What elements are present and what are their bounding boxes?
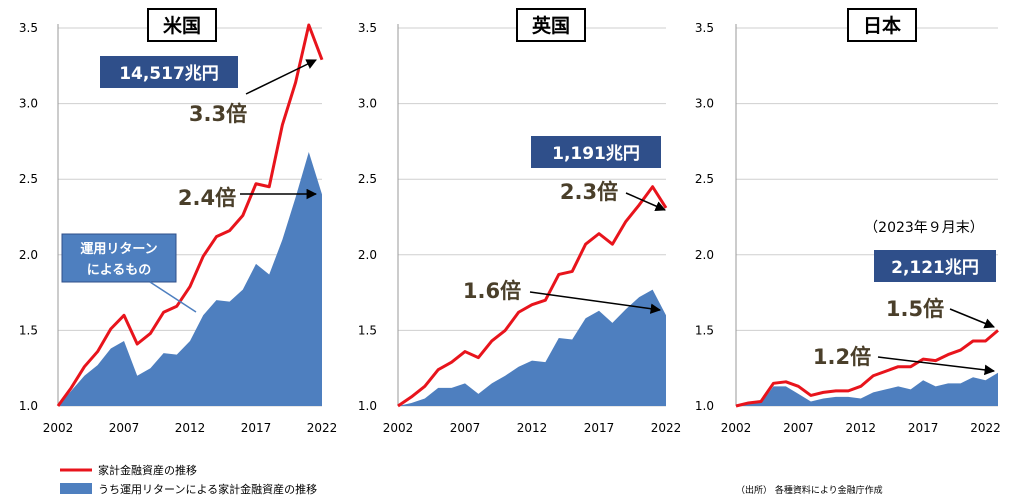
y-tick-label: 2.0 xyxy=(358,248,377,262)
y-axis-ticks: 1.0 1.5 2.0 2.5 3.0 3.5 xyxy=(358,21,377,413)
date-note: （2023年９月末） xyxy=(864,220,984,236)
panel-title-box xyxy=(147,8,217,42)
x-tick-label: 2022 xyxy=(307,421,338,435)
y-tick-label: 3.0 xyxy=(19,97,38,111)
callout-line-1: 運用リターン xyxy=(80,242,157,257)
y-tick-label: 3.5 xyxy=(358,21,377,35)
area-series-return xyxy=(736,372,998,406)
amount-box xyxy=(874,250,996,282)
y-tick-label: 1.0 xyxy=(695,399,714,413)
y-tick-label: 1.5 xyxy=(695,323,714,337)
y-axis-ticks: 1.0 1.5 2.0 2.5 3.0 3.5 xyxy=(695,21,714,413)
callout-box xyxy=(61,233,177,283)
panel-jp: 1.01.52.02.53.03.5 2002 2007 2012 2017 2022 … xyxy=(695,8,1001,435)
amount-box xyxy=(100,56,238,88)
y-tick-label: 2.5 xyxy=(695,172,714,186)
x-tick-label: 2002 xyxy=(43,421,74,435)
line-multiplier-label: 3.3倍 xyxy=(189,102,247,126)
callout-line-2: によるもの xyxy=(87,263,152,278)
y-tick-label: 1.0 xyxy=(19,399,38,413)
y-tick-label: 1.5 xyxy=(358,323,377,337)
x-tick-label: 2017 xyxy=(908,421,939,435)
source-note: （出所） 各種資料により金融庁作成 xyxy=(736,484,883,496)
area-series-return xyxy=(398,289,666,406)
x-tick-label: 2017 xyxy=(584,421,615,435)
x-tick-label: 2002 xyxy=(721,421,752,435)
x-tick-label: 2022 xyxy=(651,421,682,435)
area-series-return xyxy=(58,151,322,406)
x-tick-label: 2012 xyxy=(175,421,206,435)
x-tick-label: 2017 xyxy=(241,421,272,435)
legend: 家計金融資産の推移 うち運用リターンによる家計金融資産の推移 xyxy=(60,463,317,496)
area-multiplier-label: 1.6倍 xyxy=(463,279,521,303)
y-tick-label: 2.5 xyxy=(19,172,38,186)
panel-title: 米国 xyxy=(163,14,201,37)
x-tick-label: 2022 xyxy=(970,421,1001,435)
callout-pointer xyxy=(149,281,197,313)
arrow-line-multiplier xyxy=(625,192,666,212)
x-axis-ticks: 2002 2007 2012 2017 2022 xyxy=(721,421,1001,435)
amount-box xyxy=(531,136,661,168)
x-axis-ticks: 2002 2007 2012 2017 2022 xyxy=(383,421,682,435)
panel-title: 英国 xyxy=(532,14,570,37)
y-tick-label: 3.0 xyxy=(695,97,714,111)
line-series-assets xyxy=(397,185,668,408)
y-tick-label: 2.0 xyxy=(695,248,714,262)
y-tick-label: 3.5 xyxy=(695,21,714,35)
y-tick-label: 2.0 xyxy=(19,248,38,262)
panel-uk: 1.01.52.02.53.03.5 2002 2007 2012 2017 2022 … xyxy=(358,8,682,435)
area-multiplier-label: 2.4倍 xyxy=(178,186,236,210)
line-series-assets xyxy=(735,329,999,408)
arrow-line-multiplier xyxy=(245,59,317,95)
x-tick-label: 2007 xyxy=(783,421,814,435)
x-tick-label: 2012 xyxy=(845,421,876,435)
x-tick-label: 2012 xyxy=(517,421,548,435)
y-tick-label: 3.0 xyxy=(358,97,377,111)
legend-line-label: 家計金融資産の推移 xyxy=(98,463,197,477)
y-tick-label: 2.5 xyxy=(358,172,377,186)
amount-label: 2,121兆円 xyxy=(891,258,979,278)
amount-label: 1,191兆円 xyxy=(552,144,640,164)
y-tick-label: 3.5 xyxy=(19,21,38,35)
legend-area-label: うち運用リターンによる家計金融資産の推移 xyxy=(98,482,317,496)
arrow-area-multiplier xyxy=(529,291,662,314)
area-multiplier-label: 1.2倍 xyxy=(813,345,871,369)
x-axis-ticks: 2002 2007 2012 2017 2022 xyxy=(43,421,338,435)
legend-area-swatch xyxy=(60,483,92,494)
panel-us: 1.01.52.02.53.03.5 2002 2007 2012 2017 2022 … xyxy=(19,8,338,435)
x-tick-label: 2007 xyxy=(450,421,481,435)
panel-title: 日本 xyxy=(863,14,901,37)
y-tick-label: 1.5 xyxy=(19,323,38,337)
arrow-area-multiplier xyxy=(877,356,996,376)
line-series-assets xyxy=(56,23,324,407)
panel-title-box xyxy=(847,8,917,42)
panel-title-box xyxy=(516,8,586,42)
y-axis-ticks: 1.0 1.5 2.0 2.5 3.0 3.5 xyxy=(19,21,38,413)
amount-label: 14,517兆円 xyxy=(119,64,219,84)
arrow-line-multiplier xyxy=(949,308,995,329)
line-multiplier-label: 1.5倍 xyxy=(886,297,944,321)
y-tick-label: 1.0 xyxy=(358,399,377,413)
x-tick-label: 2002 xyxy=(383,421,414,435)
line-multiplier-label: 2.3倍 xyxy=(560,180,618,204)
x-tick-label: 2007 xyxy=(109,421,140,435)
